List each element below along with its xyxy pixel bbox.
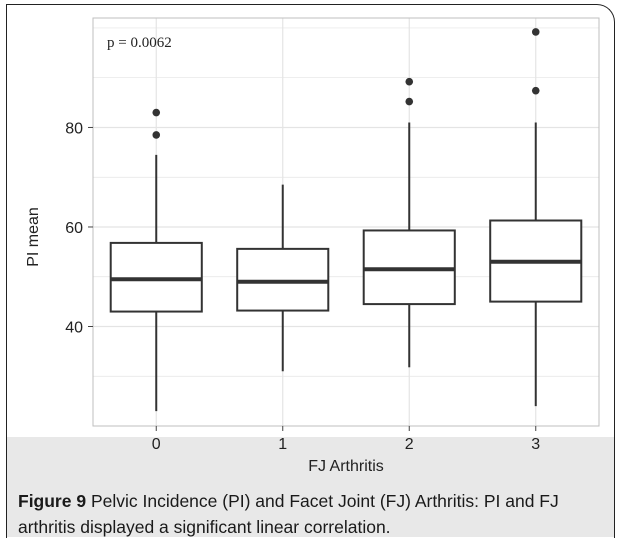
box-3 xyxy=(489,28,583,407)
x-axis-label: FJ Arthritis xyxy=(308,458,384,475)
box-2 xyxy=(362,77,456,368)
box-0 xyxy=(109,108,203,412)
y-tick-label: 40 xyxy=(65,319,83,336)
x-tick-label: 3 xyxy=(531,436,540,453)
axes-layer: 40 60 80 0 1 2 3 xyxy=(65,120,540,453)
x-tick-label: 1 xyxy=(278,436,287,453)
caption-label: Figure 9 xyxy=(18,491,87,511)
figure-frame xyxy=(6,4,615,538)
outlier-point xyxy=(531,28,540,36)
figure-caption: Figure 9 Pelvic Incidence (PI) and Facet… xyxy=(18,488,613,540)
outlier-point xyxy=(405,77,414,86)
y-tick-label: 80 xyxy=(65,120,83,137)
y-tick-label: 60 xyxy=(65,220,83,237)
outlier-point xyxy=(152,131,161,139)
plot-border xyxy=(92,17,600,427)
boxes-layer xyxy=(109,28,583,412)
caption-text: Pelvic Incidence (PI) and Facet Joint (F… xyxy=(18,491,559,537)
outlier-point xyxy=(405,97,414,106)
outlier-point xyxy=(531,86,540,95)
x-tick-label: 0 xyxy=(152,436,161,453)
caption-panel xyxy=(6,437,615,537)
outlier-point xyxy=(152,108,161,117)
p-value-annotation: p = 0.0062 xyxy=(107,35,172,51)
box-1 xyxy=(236,184,330,372)
x-tick-label: 2 xyxy=(405,436,414,453)
y-axis-label: PI mean xyxy=(25,207,42,267)
